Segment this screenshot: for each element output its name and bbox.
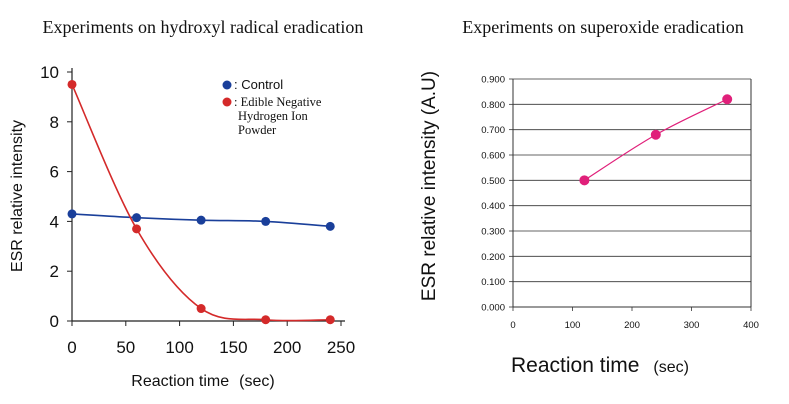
data-point [650, 129, 661, 140]
x-axis-label-superoxide: Reaction time (sec) [511, 354, 689, 377]
y-axis-label-superoxide: ESR relative intensity (A.U) [419, 71, 440, 301]
chart-hydroxyl: Experiments on hydroxyl radical eradicat… [9, 17, 363, 390]
series-line [584, 98, 728, 181]
data-point [67, 79, 77, 89]
x-axis-unit: (sec) [239, 373, 275, 390]
legend-marker-powder [222, 97, 232, 107]
y-tick-label: 6 [50, 163, 59, 182]
x-axis-label-hydroxyl: Reaction time (sec) [131, 373, 274, 390]
y-tick-label: 0.300 [481, 227, 505, 238]
chart-superoxide: Experiments on superoxide eradication 0.… [419, 17, 759, 377]
x-tick-label: 400 [743, 320, 759, 331]
y-tick-label: 0.800 [481, 100, 505, 111]
x-tick-label: 100 [165, 338, 193, 357]
data-point [196, 215, 206, 225]
y-tick-label: 0.500 [481, 176, 505, 187]
x-tick-label: 0 [510, 320, 515, 331]
x-tick-label: 50 [116, 338, 135, 357]
legend-label-control: : Control [234, 77, 283, 92]
x-tick-label: 200 [273, 338, 301, 357]
chart-title-hydroxyl: Experiments on hydroxyl radical eradicat… [43, 17, 364, 37]
y-tick-label: 2 [50, 262, 59, 281]
data-point [722, 94, 733, 105]
y-axis-label-hydroxyl: ESR relative intensity [9, 120, 26, 272]
plot-area-superoxide: 0.000 0.100 0.200 0.300 0.400 0.500 0.600 0.700… [481, 75, 759, 332]
legend-label-line: : Edible Negative [234, 95, 322, 109]
legend-label-line: Hydrogen Ion [238, 109, 309, 123]
x-axis-label-text: Reaction time [131, 373, 229, 390]
y-tick-label: 4 [50, 212, 59, 231]
x-tick-label: 200 [624, 320, 640, 331]
x-tick-label: 0 [67, 338, 76, 357]
data-point [67, 209, 77, 219]
legend-hydroxyl: : Control : Edible Negative Hydrogen Ion Po… [222, 77, 322, 137]
y-tick-label: 8 [50, 113, 59, 132]
x-tick-label: 100 [565, 320, 581, 331]
y-tick-label: 0.000 [481, 303, 505, 314]
y-tick-label: 0.900 [481, 75, 505, 86]
x-axis-unit: (sec) [653, 359, 689, 376]
data-point [132, 213, 142, 223]
legend-label-line: Powder [238, 123, 277, 137]
series-line-powder [71, 84, 331, 322]
data-point [261, 315, 271, 325]
x-tick-label: 300 [684, 320, 700, 331]
x-axis-label-text: Reaction time [511, 354, 639, 377]
x-tick-label: 150 [219, 338, 247, 357]
x-tick-label: 250 [327, 338, 355, 357]
data-point [196, 304, 206, 314]
y-tick-label: 0.100 [481, 277, 505, 288]
y-tick-label: 0.200 [481, 252, 505, 263]
data-point [325, 221, 335, 231]
data-point [579, 175, 590, 186]
y-tick-label: 0 [50, 312, 59, 331]
legend-label-powder: : Edible Negative Hydrogen Ion Powder [234, 95, 322, 137]
data-point [132, 224, 142, 234]
data-point [261, 216, 271, 226]
y-tick-label: 0.700 [481, 125, 505, 136]
y-tick-label: 0.600 [481, 151, 505, 162]
data-point [325, 315, 335, 325]
y-tick-label: 0.400 [481, 201, 505, 212]
chart-title-superoxide: Experiments on superoxide eradication [462, 17, 743, 37]
y-tick-label: 10 [40, 63, 59, 82]
legend-marker-control [222, 80, 232, 90]
